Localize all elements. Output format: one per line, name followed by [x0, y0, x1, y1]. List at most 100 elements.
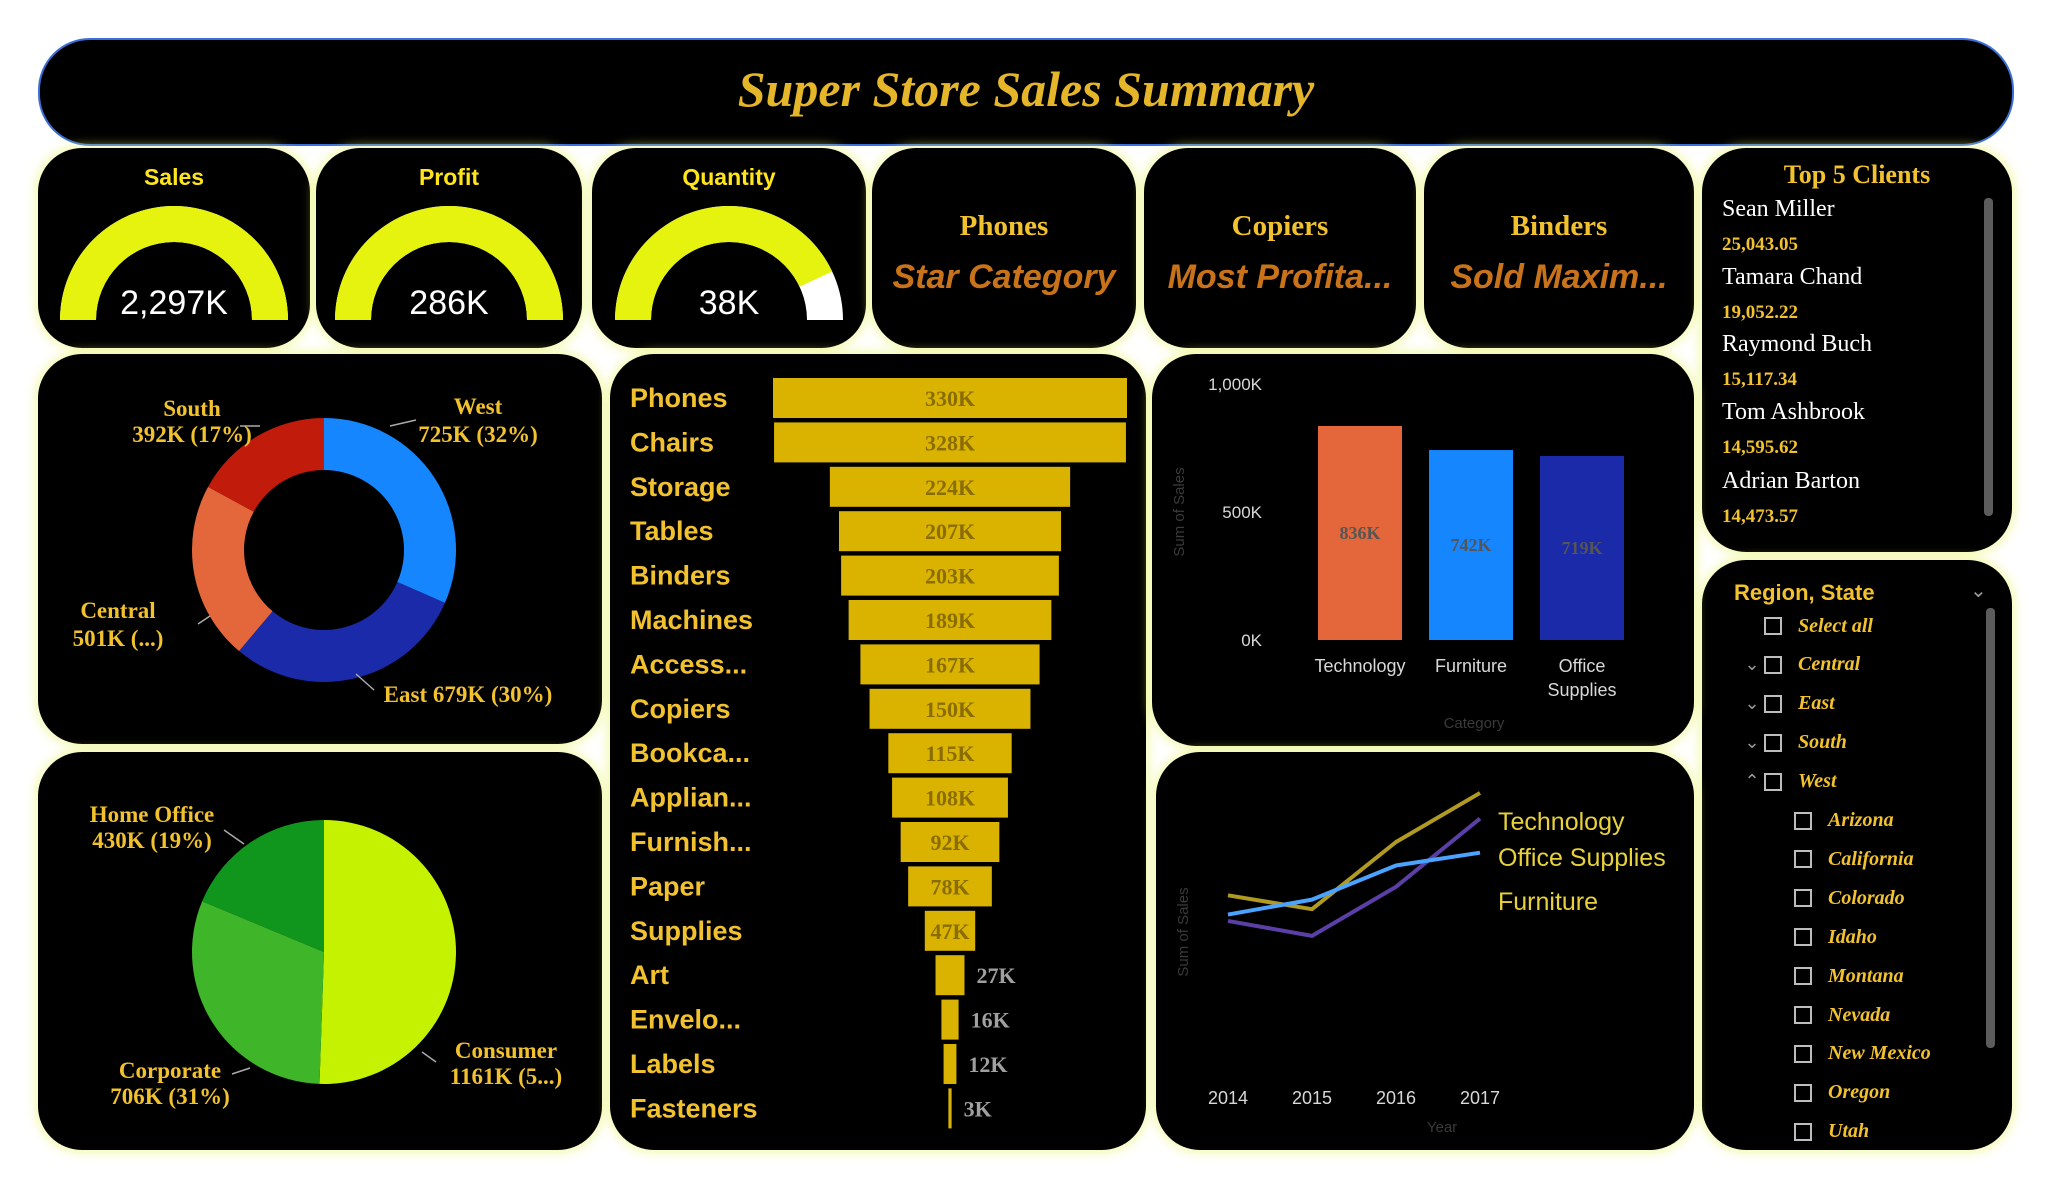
checkbox[interactable]: [1794, 1083, 1812, 1102]
clients-scrollbar[interactable]: [1984, 198, 1993, 516]
funnel-category-label: Machines: [630, 605, 753, 635]
legend-label: Office Supplies: [1498, 844, 1666, 872]
checkbox[interactable]: [1764, 617, 1782, 635]
checkbox[interactable]: [1794, 928, 1812, 947]
slicer-item-label: Montana: [1828, 964, 1904, 987]
leader-line: [223, 829, 245, 845]
chevron-down-icon[interactable]: ⌄: [1970, 580, 1987, 602]
kpi-quantity-card[interactable]: Quantity 38K: [592, 148, 866, 348]
slicer-item[interactable]: Colorado: [1794, 884, 1905, 912]
category-bar: [1318, 425, 1402, 640]
x-tick-label: Technology: [1314, 656, 1405, 676]
slicer-item-label: Arizona: [1828, 809, 1894, 831]
slicer-item-label: Idaho: [1828, 925, 1877, 948]
slicer-item[interactable]: Select all: [1740, 612, 1873, 640]
leader-line: [421, 1051, 437, 1063]
slicer-item-label: California: [1828, 847, 1914, 870]
card-head: Binders: [1510, 210, 1608, 242]
checkbox[interactable]: [1794, 1044, 1812, 1063]
slicer-scrollbar[interactable]: [1986, 608, 1995, 1048]
line-series-technology: [1227, 791, 1482, 912]
funnel-value-label: 328K: [925, 430, 975, 455]
checkbox[interactable]: [1794, 811, 1812, 830]
slicer-item[interactable]: ⌄ South: [1740, 729, 1846, 757]
pie-label-name: Corporate: [119, 1058, 221, 1083]
category-bar: [1540, 455, 1624, 640]
yearly-line-chart: Technology Office Supplies Furniture 2014 20…: [1175, 791, 1666, 1136]
slicer-item[interactable]: New Mexico: [1794, 1040, 1931, 1068]
funnel-bar: [900, 822, 1000, 862]
slicer-item-label: Nevada: [1828, 1003, 1891, 1026]
funnel-bar: [774, 422, 1126, 463]
card-sub: Most Profita...: [1167, 258, 1393, 296]
funnel-category-label: Storage: [630, 472, 731, 502]
x-axis-label: Category: [1444, 715, 1505, 732]
x-tick-label: Furniture: [1435, 656, 1507, 676]
slicer-item[interactable]: Oregon: [1794, 1079, 1890, 1107]
checkbox[interactable]: [1794, 850, 1812, 869]
funnel-bar: [935, 955, 965, 996]
subcategory-funnel-panel[interactable]: Phones 330K Chairs 328K Storage 224K Tables 207…: [610, 354, 1146, 1150]
funnel-category-label: Access...: [630, 649, 747, 679]
kpi-value: 286K: [409, 284, 489, 322]
funnel-category-label: Art: [630, 960, 669, 990]
kpi-value: 2,297K: [120, 284, 228, 322]
card-sub: Star Category: [892, 258, 1116, 296]
checkbox[interactable]: [1764, 655, 1782, 674]
slicer-item[interactable]: Montana: [1794, 962, 1904, 990]
donut-label-name: West: [454, 394, 503, 419]
slicer-item[interactable]: Nevada: [1794, 1001, 1890, 1029]
checkbox[interactable]: [1794, 889, 1812, 908]
slicer-item[interactable]: ⌄ Central: [1740, 651, 1860, 679]
funnel-value-label: 3K: [964, 1096, 992, 1121]
slicer-item[interactable]: Arizona: [1794, 807, 1894, 835]
segment-pie-panel[interactable]: Consumer 1161K (5...) Corporate 706K (31%) H…: [38, 752, 602, 1150]
leader-line: [197, 615, 211, 625]
category-bar-panel[interactable]: 0K 500K 1,000K Sum of Sales 836K 742K 719K Tech…: [1152, 354, 1694, 746]
gauge-fill: [335, 206, 563, 320]
donut-slice-central: [192, 486, 273, 652]
top-clients-panel[interactable]: Top 5 Clients Sean Miller 25,043.05 Tama…: [1702, 148, 2012, 552]
slicer-title: Region, State: [1734, 580, 1875, 605]
sold-maximum-card[interactable]: Binders Sold Maxim...: [1424, 148, 1694, 348]
chevron-down-icon[interactable]: ⌄: [1744, 654, 1760, 675]
slicer-item[interactable]: ⌄ East: [1740, 690, 1834, 718]
region-donut-panel[interactable]: West 725K (32%) East 679K (30%) Central 501K…: [38, 354, 602, 744]
checkbox[interactable]: [1764, 772, 1782, 791]
line-series-furniture: [1227, 850, 1481, 917]
sales-gauge: [60, 206, 288, 320]
funnel-category-label: Copiers: [630, 694, 731, 724]
region-state-slicer[interactable]: Region, State ⌄ Select all ⌄ Central ⌄ East ⌄…: [1702, 560, 2012, 1150]
kpi-profit-card[interactable]: Profit 286K: [316, 148, 582, 348]
chevron-down-icon[interactable]: ⌄: [1744, 732, 1760, 753]
funnel-category-label: Bookca...: [630, 738, 750, 768]
slicer-item[interactable]: ⌃ West: [1740, 768, 1836, 796]
star-category-card[interactable]: Phones Star Category: [872, 148, 1136, 348]
checkbox[interactable]: [1794, 967, 1812, 986]
funnel-category-label: Chairs: [630, 427, 714, 457]
pie-label-value: 1161K (5...): [450, 1064, 562, 1089]
checkbox[interactable]: [1764, 694, 1782, 713]
slicer-item-label: Oregon: [1828, 1081, 1891, 1104]
card-sub: Sold Maxim...: [1450, 258, 1668, 296]
most-profitable-card[interactable]: Copiers Most Profita...: [1144, 148, 1416, 348]
slicer-item[interactable]: Idaho: [1794, 923, 1877, 951]
funnel-value-label: 189K: [925, 608, 975, 633]
kpi-sales-card[interactable]: Sales 2,297K: [38, 148, 310, 348]
funnel-bar: [941, 999, 959, 1040]
checkbox[interactable]: [1794, 1122, 1812, 1141]
yearly-line-panel[interactable]: Technology Office Supplies Furniture 2014 20…: [1156, 752, 1694, 1150]
y-axis-label: Sum of Sales: [1175, 887, 1192, 976]
funnel-bar: [948, 1088, 952, 1129]
chevron-down-icon[interactable]: ⌄: [1744, 693, 1760, 714]
slicer-item[interactable]: California: [1794, 845, 1914, 873]
donut-label-value: 725K (32%): [418, 422, 537, 447]
chevron-up-icon[interactable]: ⌃: [1744, 771, 1760, 792]
checkbox[interactable]: [1794, 1006, 1812, 1024]
funnel-value-label: 12K: [968, 1052, 1007, 1077]
funnel-bar: [943, 1044, 957, 1084]
checkbox[interactable]: [1764, 733, 1782, 752]
slicer-item[interactable]: Utah: [1794, 1118, 1869, 1146]
client-value: 14,595.62: [1722, 437, 1798, 458]
x-tick-label: 2017: [1460, 1088, 1500, 1108]
